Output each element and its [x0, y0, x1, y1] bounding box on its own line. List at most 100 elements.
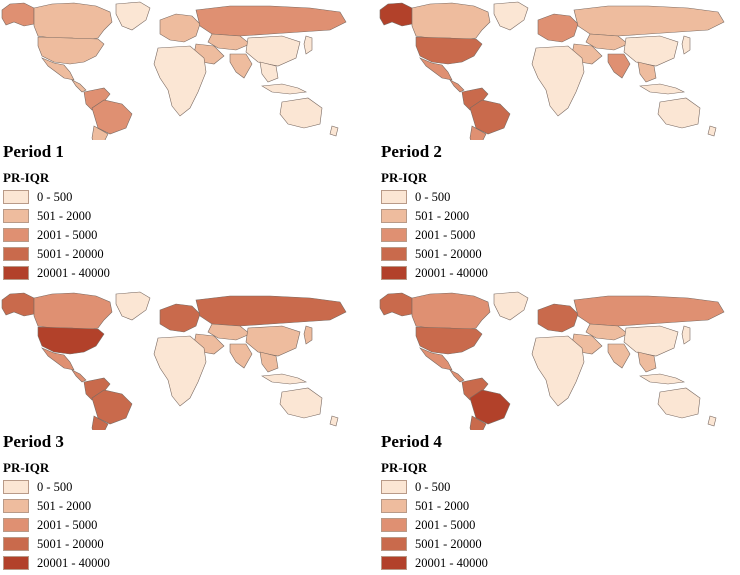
panel-period-2: Period 2 PR-IQR 0 - 500 501 - 2000 2001 …	[378, 0, 738, 285]
legend-label: 5001 - 20000	[37, 536, 104, 551]
world-map-period-3	[1, 291, 347, 430]
region-indonesia	[261, 373, 308, 385]
legend-label: 5001 - 20000	[415, 246, 482, 261]
legend-label: 501 - 2000	[37, 208, 92, 223]
region-africa	[153, 45, 207, 117]
legend-title: PR-IQR	[3, 170, 50, 185]
legend-label: 20001 - 40000	[37, 555, 110, 570]
region-japan	[681, 325, 691, 345]
region-russia	[573, 295, 725, 327]
region-japan	[303, 325, 313, 345]
region-europe	[537, 13, 579, 43]
legend-item: 0 - 500	[381, 479, 450, 495]
world-map-period-1	[1, 1, 347, 140]
region-china	[623, 325, 679, 357]
legend-item: 501 - 2000	[381, 208, 469, 224]
region-canada	[33, 292, 113, 331]
region-africa	[531, 335, 585, 407]
legend-swatch	[381, 499, 407, 513]
legend-item: 0 - 500	[381, 189, 450, 205]
legend-label: 0 - 500	[37, 479, 73, 494]
region-india	[607, 343, 631, 369]
legend-item: 5001 - 20000	[3, 536, 104, 552]
legend-label: 5001 - 20000	[415, 536, 482, 551]
legend-swatch	[381, 190, 407, 204]
region-canada	[411, 2, 491, 41]
legend-swatch	[381, 247, 407, 261]
legend-label: 501 - 2000	[415, 498, 470, 513]
region-seasia	[259, 351, 279, 373]
region-india	[607, 53, 631, 79]
legend-item: 0 - 500	[3, 479, 72, 495]
region-greenland	[115, 291, 151, 321]
legend-swatch	[3, 190, 29, 204]
region-canada	[33, 2, 113, 41]
legend-label: 501 - 2000	[415, 208, 470, 223]
region-centralasia	[585, 33, 629, 51]
region-southsa	[469, 125, 487, 140]
region-africa	[153, 335, 207, 407]
legend-title: PR-IQR	[3, 460, 50, 475]
region-nz	[707, 415, 717, 427]
region-seasia	[259, 61, 279, 83]
period-title: Period 2	[381, 142, 442, 161]
legend-item: 2001 - 5000	[381, 227, 475, 243]
region-usa	[415, 326, 483, 355]
legend-label: 5001 - 20000	[37, 246, 104, 261]
period-title: Period 1	[3, 142, 64, 161]
region-japan	[681, 35, 691, 55]
legend-item: 2001 - 5000	[3, 227, 97, 243]
legend-item: 20001 - 40000	[381, 265, 488, 281]
legend-swatch	[3, 247, 29, 261]
legend-label: 0 - 500	[415, 189, 451, 204]
region-greenland	[493, 291, 529, 321]
region-europe	[159, 13, 201, 43]
region-mexico	[419, 57, 453, 81]
legend-item: 2001 - 5000	[3, 517, 97, 533]
period-title: Period 4	[381, 432, 442, 451]
region-seasia	[637, 351, 657, 373]
period-title: Period 3	[3, 432, 64, 451]
region-china	[623, 35, 679, 67]
legend-item: 2001 - 5000	[381, 517, 475, 533]
panel-period-4: Period 4 PR-IQR 0 - 500 501 - 2000 2001 …	[378, 290, 738, 575]
region-indonesia	[261, 83, 308, 95]
region-centralasia	[207, 323, 251, 341]
legend-title: PR-IQR	[381, 170, 428, 185]
legend-item: 501 - 2000	[3, 208, 91, 224]
panel-period-3: Period 3 PR-IQR 0 - 500 501 - 2000 2001 …	[0, 290, 360, 575]
region-india	[229, 53, 253, 79]
panel-period-1: Period 1 PR-IQR 0 - 500 501 - 2000 2001 …	[0, 0, 360, 285]
region-china	[245, 325, 301, 357]
region-southsa	[91, 125, 109, 140]
region-mexico	[41, 347, 75, 371]
legend-item: 0 - 500	[3, 189, 72, 205]
region-indonesia	[639, 83, 686, 95]
world-map-period-4	[379, 291, 725, 430]
region-centralasia	[207, 33, 251, 51]
legend-item: 20001 - 40000	[3, 265, 110, 281]
region-centralam	[71, 369, 87, 383]
region-southsa	[469, 415, 487, 430]
legend-item: 501 - 2000	[381, 498, 469, 514]
region-mexico	[419, 347, 453, 371]
region-centralam	[71, 79, 87, 93]
region-greenland	[115, 1, 151, 31]
region-usa	[415, 36, 483, 65]
legend-label: 20001 - 40000	[37, 265, 110, 280]
legend-swatch	[3, 499, 29, 513]
region-australia	[657, 97, 701, 129]
legend-swatch	[3, 209, 29, 223]
region-russia	[195, 295, 347, 327]
legend-item: 20001 - 40000	[3, 555, 110, 571]
legend-title: PR-IQR	[381, 460, 428, 475]
legend-item: 5001 - 20000	[381, 246, 482, 262]
legend-label: 501 - 2000	[37, 498, 92, 513]
region-centralam	[449, 79, 465, 93]
region-africa	[531, 45, 585, 117]
region-australia	[279, 387, 323, 419]
legend-swatch	[381, 228, 407, 242]
region-alaska	[1, 2, 35, 27]
region-alaska	[379, 2, 413, 27]
legend-swatch	[381, 556, 407, 570]
